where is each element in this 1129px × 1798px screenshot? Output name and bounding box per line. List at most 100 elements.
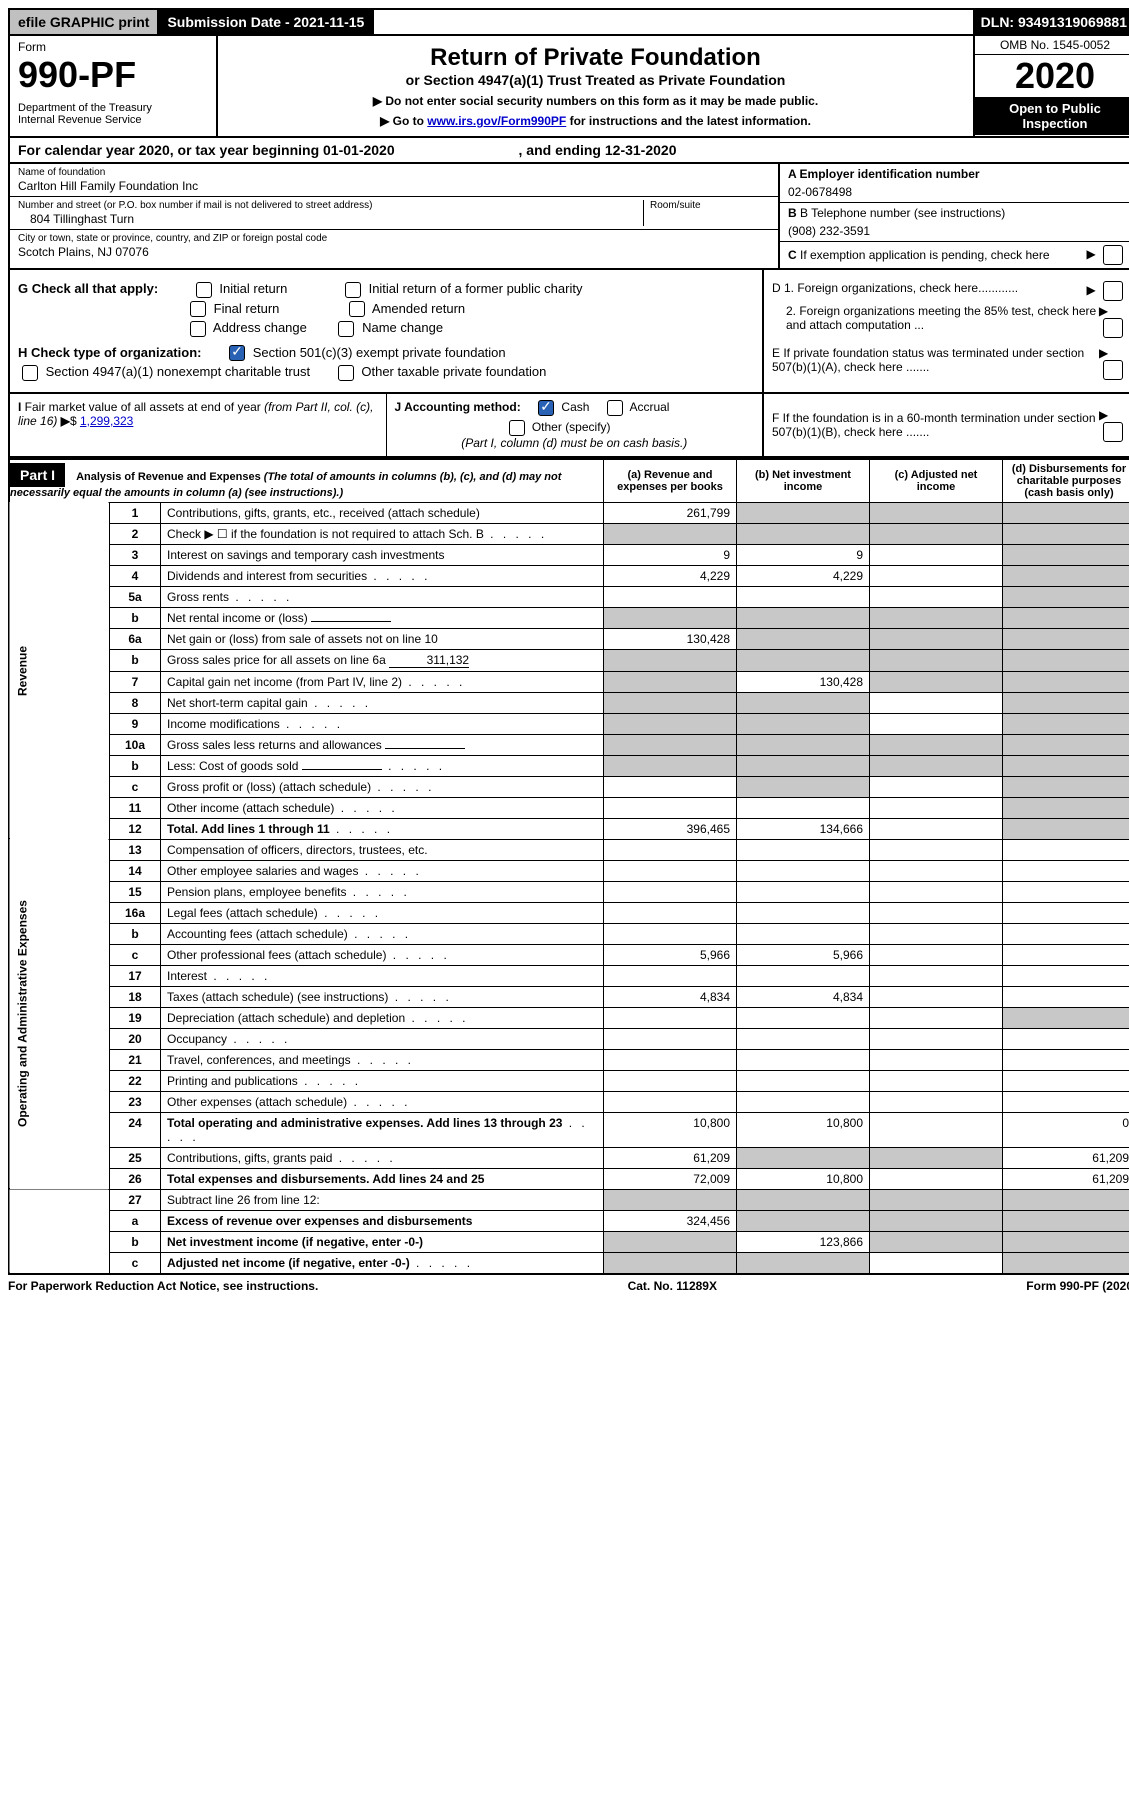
part1-title: Analysis of Revenue and Expenses [76,471,261,483]
section-label: Operating and Administrative Expenses [9,839,110,1189]
line-desc: Depreciation (attach schedule) and deple… [161,1007,604,1028]
value-cell [737,1028,870,1049]
e-row: E If private foundation status was termi… [772,346,1127,380]
footer-right: Form 990-PF (2020) [1026,1279,1129,1293]
table-row: 11Other income (attach schedule) . . . .… [9,797,1129,818]
value-cell [870,986,1003,1007]
address-row: Number and street (or P.O. box number if… [10,197,778,230]
other-label: Other (specify) [532,420,611,434]
value-cell [1003,734,1129,755]
cash-checkbox[interactable] [538,400,554,416]
501c3-checkbox[interactable] [229,345,245,361]
subtitle: or Section 4947(a)(1) Trust Treated as P… [226,72,965,88]
4947-checkbox[interactable] [22,365,38,381]
initial-return-checkbox[interactable] [196,282,212,298]
phone: (908) 232-3591 [788,224,1127,238]
line-number: 13 [110,839,161,860]
calyear-mid: , and ending [519,142,605,158]
line-number: 1 [110,502,161,523]
final-return-checkbox[interactable] [190,301,206,317]
d2-checkbox[interactable] [1103,318,1123,338]
value-cell [604,1070,737,1091]
value-cell [737,839,870,860]
value-cell [737,1007,870,1028]
table-row: 10aGross sales less returns and allowanc… [9,734,1129,755]
table-row: 16aLegal fees (attach schedule) . . . . … [9,902,1129,923]
line-desc: Net investment income (if negative, ente… [161,1231,604,1252]
addr-change-checkbox[interactable] [190,321,206,337]
form-header: Form 990-PF Department of the Treasury I… [8,36,1129,138]
room-suite-cell: Room/suite [643,200,770,226]
line-f: F If the foundation is in a 60-month ter… [764,394,1129,456]
j-note: (Part I, column (d) must be on cash basi… [395,436,755,450]
line-desc: Gross rents . . . . . [161,586,604,607]
value-cell [870,544,1003,565]
value-cell: 4,834 [604,986,737,1007]
d1-checkbox[interactable] [1103,281,1123,301]
table-row: aExcess of revenue over expenses and dis… [9,1210,1129,1231]
line-desc: Other expenses (attach schedule) . . . .… [161,1091,604,1112]
other-taxable-checkbox[interactable] [338,365,354,381]
value-cell: 130,428 [604,628,737,649]
value-cell: 5,966 [737,944,870,965]
address: 804 Tillinghast Turn [18,212,643,226]
accrual-checkbox[interactable] [607,400,623,416]
value-cell [1003,902,1129,923]
ein-label: A Employer identification number [788,167,1127,181]
table-row: 2Check ▶ ☐ if the foundation is not requ… [9,523,1129,544]
value-cell [604,860,737,881]
value-cell [870,671,1003,692]
g-row1: G Check all that apply: Initial return I… [18,281,754,298]
4947-label: Section 4947(a)(1) nonexempt charitable … [46,364,310,379]
amended-checkbox[interactable] [349,301,365,317]
value-cell [1003,628,1129,649]
value-cell: 5,966 [604,944,737,965]
tax-year: 2020 [975,55,1129,97]
line-number: 2 [110,523,161,544]
value-cell [1003,523,1129,544]
value-cell [870,1231,1003,1252]
table-row: 3Interest on savings and temporary cash … [9,544,1129,565]
line-desc: Less: Cost of goods sold . . . . . [161,755,604,776]
footer: For Paperwork Reduction Act Notice, see … [8,1275,1129,1297]
value-cell [737,649,870,671]
line-number: 3 [110,544,161,565]
other-checkbox[interactable] [509,420,525,436]
value-cell [737,881,870,902]
value-cell [604,923,737,944]
c-checkbox[interactable] [1103,245,1123,265]
table-row: 5aGross rents . . . . . [9,586,1129,607]
line-desc: Interest on savings and temporary cash i… [161,544,604,565]
value-cell [1003,986,1129,1007]
initial-return-label: Initial return [219,281,287,296]
calyear-end: 12-31-2020 [605,142,677,158]
name-change-checkbox[interactable] [338,321,354,337]
instructions-link[interactable]: www.irs.gov/Form990PF [427,114,566,128]
line-desc: Adjusted net income (if negative, enter … [161,1252,604,1274]
checks-gd: G Check all that apply: Initial return I… [8,270,1129,394]
value-cell [1003,586,1129,607]
value-cell [1003,818,1129,839]
value-cell [604,881,737,902]
value-cell [870,565,1003,586]
note2-pre: ▶ Go to [380,114,427,128]
table-row: Revenue1Contributions, gifts, grants, et… [9,502,1129,523]
line-number: 4 [110,565,161,586]
col-b-header: (b) Net investment income [737,459,870,503]
line-desc: Gross profit or (loss) (attach schedule)… [161,776,604,797]
e-checkbox[interactable] [1103,360,1123,380]
f-checkbox[interactable] [1103,422,1123,442]
table-row: 18Taxes (attach schedule) (see instructi… [9,986,1129,1007]
efile-button[interactable]: efile GRAPHIC print [10,10,159,34]
table-row: 14Other employee salaries and wages . . … [9,860,1129,881]
line-number: 5a [110,586,161,607]
j-other-row: Other (specify) [395,420,755,436]
initial-public-checkbox[interactable] [345,282,361,298]
value-cell [1003,713,1129,734]
line-desc: Income modifications . . . . . [161,713,604,734]
fmv-value[interactable]: 1,299,323 [80,414,133,428]
value-cell [870,944,1003,965]
value-cell [1003,923,1129,944]
value-cell [1003,649,1129,671]
line-desc: Contributions, gifts, grants, etc., rece… [161,502,604,523]
